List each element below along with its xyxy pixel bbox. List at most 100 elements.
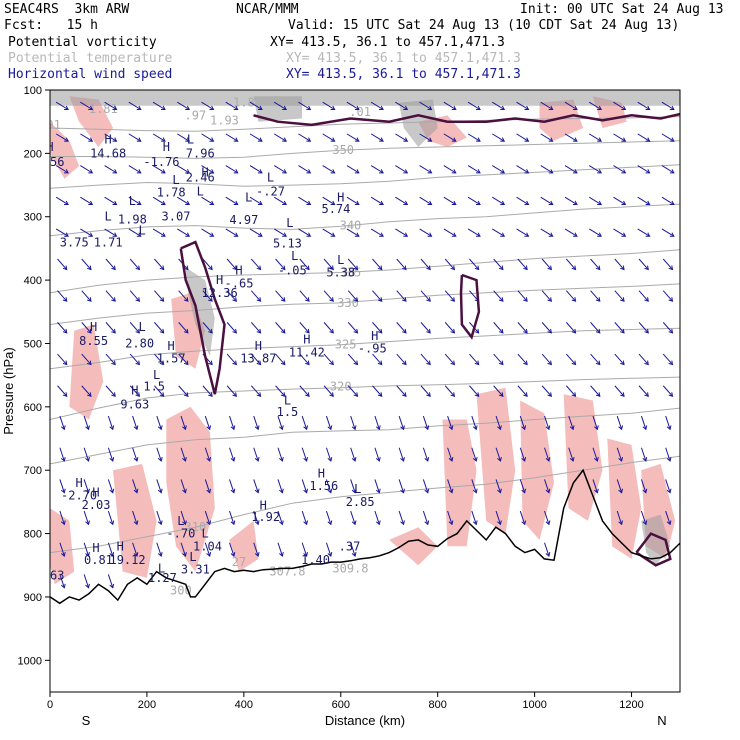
wind-arrowhead — [112, 200, 118, 206]
wind-arrowhead — [282, 169, 287, 174]
wind-vector — [55, 101, 69, 110]
wind-arrowhead — [597, 169, 602, 174]
wind-vector — [370, 196, 384, 205]
wind-arrowhead — [377, 297, 383, 302]
wind-vector — [225, 165, 238, 174]
wind-vector — [370, 165, 384, 174]
wind-arrowhead — [280, 328, 286, 334]
x-tick-label: 600 — [332, 699, 350, 711]
wind-arrowhead — [451, 232, 457, 237]
wind-arrowhead — [159, 328, 165, 334]
extremum-value: -.27 — [256, 184, 285, 198]
wind-arrowhead — [135, 265, 141, 271]
wind-arrowhead — [109, 488, 115, 494]
wind-vector — [638, 258, 649, 270]
field-xy-wind: XY= 413.5, 36.1 to 457.1,471.3 — [286, 67, 521, 82]
wind-vector — [495, 447, 501, 462]
wind-vector — [517, 290, 528, 302]
wind-arrowhead — [595, 392, 601, 397]
wind-vector — [249, 101, 263, 110]
wind-vector — [614, 322, 625, 334]
wind-vector — [104, 165, 117, 174]
extremum-value: 1.57 — [157, 352, 186, 366]
wind-arrowhead — [329, 297, 334, 302]
extremum-value: 1.92 — [251, 510, 280, 524]
wind-arrowhead — [62, 328, 68, 334]
wind-arrowhead — [597, 232, 602, 237]
wind-arrowhead — [523, 297, 528, 302]
wind-vector — [156, 510, 162, 525]
wind-vector — [81, 290, 92, 302]
wind-arrowhead — [572, 232, 578, 237]
wind-vector — [225, 101, 238, 110]
wind-arrowhead — [642, 488, 648, 494]
wind-arrowhead — [620, 328, 625, 334]
extremum-value: -.95 — [358, 342, 387, 356]
wind-vector — [132, 415, 138, 430]
wind-vector — [350, 542, 356, 557]
wind-vector — [444, 353, 455, 365]
wind-arrowhead — [161, 232, 166, 237]
wind-arrowhead — [87, 328, 92, 334]
wind-vector — [665, 415, 671, 430]
wind-arrowhead — [571, 360, 577, 366]
wind-vector — [374, 447, 380, 462]
wind-vector — [301, 479, 308, 493]
wind-vector — [350, 479, 356, 493]
wind-arrowhead — [668, 328, 674, 334]
field-xy-pv: XY= 413.5, 36.1 to 457.1,471.3 — [270, 35, 505, 50]
wind-vector — [665, 510, 671, 525]
wind-arrowhead — [279, 520, 284, 526]
wind-vector — [395, 101, 408, 110]
wind-vector — [540, 101, 553, 110]
wind-arrowhead — [112, 105, 118, 111]
y-tick-label: 600 — [24, 402, 42, 414]
wind-vector — [253, 479, 259, 493]
wind-arrowhead — [523, 328, 528, 334]
wind-arrowhead — [185, 232, 191, 237]
wind-arrowhead — [159, 297, 165, 302]
wind-arrowhead — [161, 137, 166, 142]
wind-arrowhead — [644, 328, 649, 334]
wind-vector — [398, 510, 405, 525]
wind-vector — [661, 228, 675, 237]
wind-arrowhead — [524, 232, 530, 237]
wind-arrowhead — [64, 232, 69, 237]
wind-vector — [372, 353, 383, 365]
extremum-marker: L — [158, 561, 165, 575]
extremum-marker: L — [138, 320, 145, 334]
wind-arrowhead — [133, 520, 139, 526]
model-title: SEAC4RS 3km ARW — [4, 2, 130, 17]
wind-arrowhead — [62, 265, 68, 271]
wind-vector — [398, 415, 405, 430]
wind-arrowhead — [233, 232, 239, 237]
wind-arrowhead — [497, 488, 502, 494]
pv-contour-1 — [459, 273, 481, 340]
extremum-marker: H — [105, 132, 112, 146]
extremum-value: .37 — [339, 539, 361, 553]
theta-contour-340 — [50, 203, 680, 237]
wind-vector — [564, 133, 578, 142]
wind-arrowhead — [375, 488, 381, 494]
wind-vector — [250, 322, 261, 334]
wind-arrowhead — [206, 552, 212, 557]
wind-arrowhead — [233, 169, 239, 174]
wind-arrowhead — [157, 520, 163, 526]
extremum-marker: L — [129, 194, 136, 208]
wind-arrowhead — [597, 105, 602, 111]
wind-arrowhead — [136, 137, 142, 142]
wind-vector — [422, 415, 429, 430]
wind-arrowhead — [547, 360, 552, 366]
wind-arrowhead — [572, 169, 578, 174]
extremum-marker: L — [138, 224, 145, 238]
pink-region-5 — [113, 463, 157, 578]
wind-vector — [613, 165, 626, 174]
wind-arrowhead — [209, 137, 215, 142]
wind-vector — [105, 290, 116, 302]
init-time: Init: 00 UTC Sat 24 Aug 13 — [520, 2, 724, 17]
wind-arrowhead — [620, 360, 625, 366]
wind-vector — [229, 479, 235, 493]
wind-arrowhead — [135, 328, 141, 334]
wind-vector — [180, 447, 186, 462]
pv-contour-2 — [253, 112, 680, 127]
